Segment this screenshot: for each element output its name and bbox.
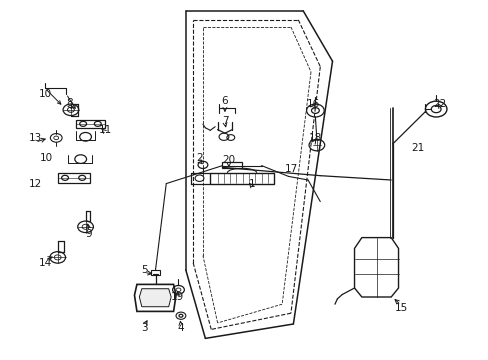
Circle shape: [82, 224, 89, 229]
Text: 17: 17: [284, 164, 297, 174]
Circle shape: [179, 314, 183, 317]
Circle shape: [176, 288, 181, 292]
Text: 20: 20: [222, 155, 235, 165]
Text: 16: 16: [305, 99, 319, 109]
Circle shape: [67, 107, 74, 112]
Text: 9: 9: [85, 229, 92, 239]
Polygon shape: [134, 284, 176, 311]
Text: 10: 10: [39, 89, 51, 99]
Text: 22: 22: [432, 99, 446, 109]
Polygon shape: [222, 162, 242, 168]
Text: 5: 5: [141, 265, 147, 275]
Text: 8: 8: [66, 98, 73, 108]
Text: 12: 12: [28, 179, 42, 189]
Polygon shape: [58, 173, 90, 183]
Circle shape: [54, 136, 59, 140]
Circle shape: [54, 255, 61, 260]
Text: 19: 19: [170, 292, 184, 302]
Polygon shape: [210, 173, 273, 184]
Text: 3: 3: [141, 323, 147, 333]
Text: 18: 18: [308, 133, 322, 143]
Text: 7: 7: [221, 116, 228, 126]
Text: 4: 4: [177, 323, 184, 333]
Text: 15: 15: [393, 303, 407, 313]
Text: 6: 6: [221, 96, 228, 106]
Polygon shape: [150, 270, 160, 275]
Text: 2: 2: [196, 153, 203, 163]
Text: 21: 21: [410, 143, 424, 153]
Text: 1: 1: [248, 179, 255, 189]
Text: 14: 14: [38, 258, 52, 268]
Polygon shape: [139, 289, 171, 307]
Polygon shape: [354, 238, 398, 297]
Text: 10: 10: [40, 153, 53, 163]
Text: 11: 11: [98, 125, 112, 135]
Polygon shape: [76, 120, 105, 128]
Text: 13: 13: [28, 133, 42, 143]
